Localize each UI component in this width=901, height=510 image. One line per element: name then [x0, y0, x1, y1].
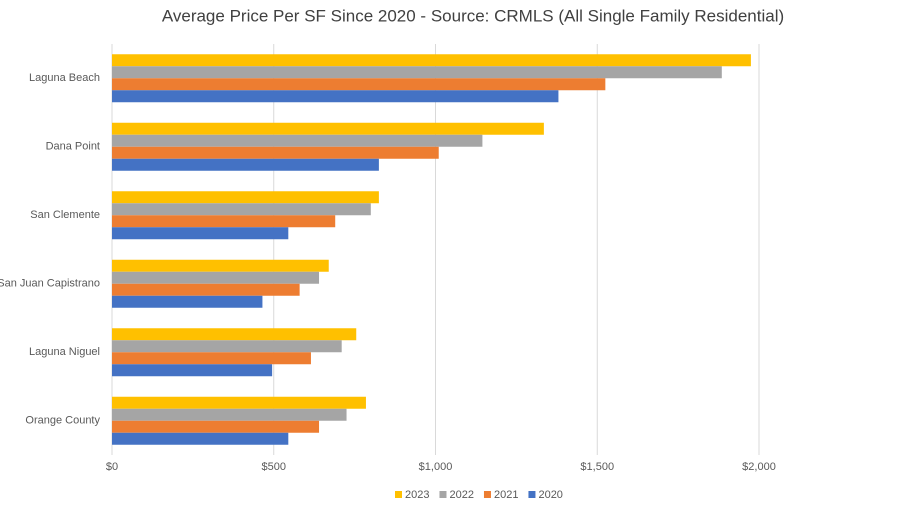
legend-swatch — [483, 491, 491, 498]
bar — [112, 408, 347, 421]
y-tick-label: Laguna Niguel — [29, 346, 100, 358]
bar — [112, 328, 357, 341]
bar — [112, 364, 273, 377]
x-tick-label: $1,000 — [419, 461, 453, 473]
legend-swatch — [528, 491, 536, 498]
bar — [112, 158, 379, 171]
bar — [112, 203, 371, 216]
bar — [112, 283, 300, 296]
bar — [112, 78, 606, 91]
bar — [112, 259, 329, 272]
x-tick-label: $500 — [262, 461, 286, 473]
bar — [112, 396, 366, 409]
bar — [112, 340, 342, 353]
chart-title: Average Price Per SF Since 2020 - Source… — [162, 6, 784, 25]
bar — [112, 54, 751, 67]
x-tick-label: $0 — [106, 461, 118, 473]
bar — [112, 122, 544, 135]
legend-label: 2022 — [449, 489, 473, 501]
bar — [112, 420, 320, 433]
y-tick-label: Dana Point — [46, 141, 100, 153]
legend-label: 2023 — [405, 489, 429, 501]
bar — [112, 271, 320, 284]
bar — [112, 146, 439, 159]
legend-swatch — [439, 491, 447, 498]
legend-label: 2020 — [538, 489, 562, 501]
legend-label: 2021 — [494, 489, 518, 501]
bar — [112, 227, 289, 240]
y-tick-label: San Juan Capistrano — [0, 278, 100, 290]
bar — [112, 295, 263, 308]
y-tick-label: Orange County — [25, 415, 100, 427]
legend-swatch — [395, 491, 402, 498]
y-tick-label: Laguna Beach — [29, 72, 100, 84]
bar — [112, 90, 559, 103]
bar — [112, 191, 379, 204]
bar — [112, 352, 311, 365]
bar — [112, 134, 483, 147]
x-tick-label: $2,000 — [742, 461, 776, 473]
bar — [112, 66, 722, 79]
bar — [112, 215, 336, 228]
bar — [112, 432, 289, 445]
y-tick-label: San Clemente — [30, 209, 100, 221]
x-tick-label: $1,500 — [580, 461, 614, 473]
